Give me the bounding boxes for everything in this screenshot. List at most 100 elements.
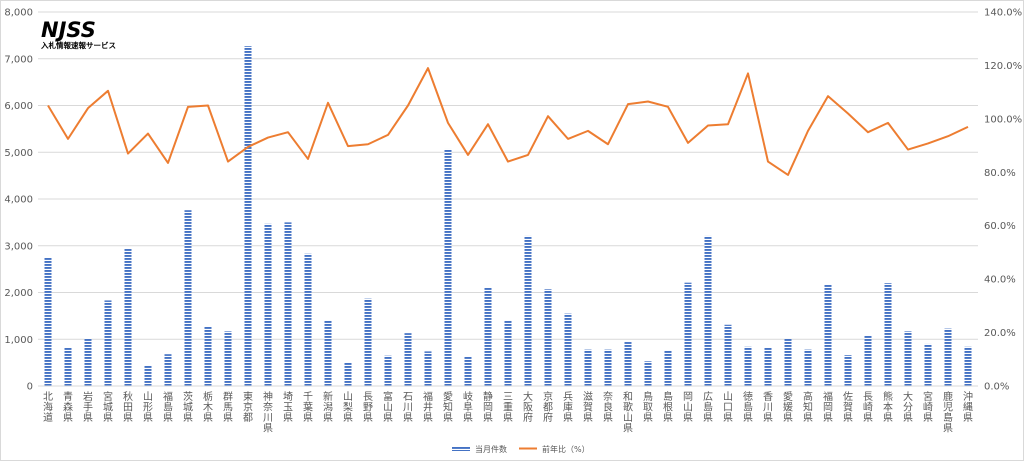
logo-mark: NJSS xyxy=(41,18,96,42)
x-axis-labels: 北海道青森県岩手県宮城県秋田県山形県福島県茨城県栃木県群馬県東京都神奈川県埼玉県… xyxy=(38,385,978,435)
left-tick-label: 8,000 xyxy=(4,8,33,19)
x-tick-label: 北海道 xyxy=(43,391,53,424)
x-tick-label: 山梨県 xyxy=(343,391,353,424)
x-tick-label: 静岡県 xyxy=(483,390,493,424)
x-tick-label: 佐賀県 xyxy=(843,391,853,424)
x-tick-label: 香川県 xyxy=(763,391,773,424)
x-tick-label: 神奈川県 xyxy=(263,390,273,435)
bar xyxy=(144,365,152,386)
right-tick-label: 0.0% xyxy=(984,382,1009,393)
bar xyxy=(504,321,512,386)
x-tick-label: 和歌山県 xyxy=(623,391,633,435)
bar xyxy=(304,253,312,386)
x-tick-label: 鳥取県 xyxy=(643,390,653,424)
bar xyxy=(884,283,892,386)
right-tick-label: 100.0% xyxy=(984,114,1022,125)
bar xyxy=(204,326,212,386)
x-tick-label: 鹿児島県 xyxy=(943,390,953,435)
x-tick-label: 大分県 xyxy=(903,390,913,424)
bar xyxy=(784,338,792,386)
x-tick-label: 東京都 xyxy=(243,390,253,424)
bar-series xyxy=(44,46,972,387)
bar xyxy=(324,320,332,386)
bar xyxy=(344,362,352,387)
x-tick-label: 富山県 xyxy=(383,390,393,424)
logo-tagline: 入札情報速報サービス xyxy=(40,40,116,50)
x-tick-label: 熊本県 xyxy=(883,390,893,424)
bar xyxy=(364,298,372,386)
x-tick-label: 長崎県 xyxy=(863,391,873,424)
bar xyxy=(644,361,652,386)
left-tick-label: 5,000 xyxy=(4,148,33,159)
bar xyxy=(564,313,572,386)
bar xyxy=(264,223,272,386)
bar xyxy=(924,343,932,386)
bar xyxy=(824,285,832,386)
bar xyxy=(424,351,432,386)
x-tick-label: 長野県 xyxy=(363,391,373,424)
bar xyxy=(864,335,872,386)
x-tick-label: 栃木県 xyxy=(203,390,213,424)
right-tick-label: 20.0% xyxy=(984,328,1016,339)
x-tick-label: 滋賀県 xyxy=(583,390,593,424)
legend-label-bar: 当月件数 xyxy=(475,444,507,454)
bar xyxy=(604,349,612,386)
bar xyxy=(184,210,192,386)
bar xyxy=(104,300,112,386)
x-tick-label: 沖縄県 xyxy=(963,390,973,424)
left-tick-label: 0 xyxy=(27,382,33,393)
x-tick-label: 京都府 xyxy=(543,390,553,424)
left-tick-label: 4,000 xyxy=(4,195,33,206)
left-tick-label: 3,000 xyxy=(4,241,33,252)
x-tick-label: 千葉県 xyxy=(303,391,313,424)
x-tick-label: 宮城県 xyxy=(103,390,113,424)
x-tick-label: 大阪府 xyxy=(523,390,533,424)
left-tick-label: 2,000 xyxy=(4,288,33,299)
bar xyxy=(44,257,52,386)
bar xyxy=(764,347,772,386)
bar xyxy=(724,324,732,386)
bar xyxy=(964,346,972,386)
x-tick-label: 兵庫県 xyxy=(563,390,573,424)
x-tick-label: 奈良県 xyxy=(603,390,613,424)
bar xyxy=(524,235,532,386)
bar xyxy=(124,249,132,386)
right-tick-label: 40.0% xyxy=(984,275,1016,286)
x-tick-label: 福岡県 xyxy=(823,390,833,424)
bar xyxy=(844,355,852,386)
bar xyxy=(284,222,292,387)
bar xyxy=(584,349,592,386)
bar xyxy=(464,356,472,386)
bar xyxy=(904,331,912,386)
line-path xyxy=(47,67,969,176)
bar xyxy=(224,331,232,386)
bar xyxy=(64,347,72,386)
x-tick-label: 茨城県 xyxy=(183,390,193,424)
x-tick-label: 宮崎県 xyxy=(923,390,933,424)
bar xyxy=(244,46,252,386)
bar xyxy=(404,333,412,386)
x-tick-label: 石川県 xyxy=(403,392,413,424)
logo: NJSS 入札情報速報サービス xyxy=(40,18,116,50)
bar xyxy=(944,328,952,386)
x-tick-label: 三重県 xyxy=(503,392,513,424)
x-tick-label: 新潟県 xyxy=(323,390,333,424)
x-tick-label: 徳島県 xyxy=(743,390,753,424)
bar xyxy=(544,289,552,386)
right-tick-label: 120.0% xyxy=(984,61,1022,72)
x-tick-label: 愛知県 xyxy=(443,390,453,424)
x-tick-label: 青森県 xyxy=(63,390,73,424)
right-tick-label: 60.0% xyxy=(984,221,1016,232)
x-tick-label: 秋田県 xyxy=(123,390,133,424)
x-tick-label: 愛媛県 xyxy=(783,390,793,424)
bar xyxy=(384,355,392,386)
x-tick-label: 岡山県 xyxy=(683,391,693,424)
bar xyxy=(84,338,92,386)
x-tick-label: 福井県 xyxy=(423,390,433,424)
bar xyxy=(704,235,712,386)
left-tick-label: 1,000 xyxy=(4,335,33,346)
x-tick-label: 群馬県 xyxy=(223,390,233,424)
left-tick-label: 6,000 xyxy=(4,101,33,112)
